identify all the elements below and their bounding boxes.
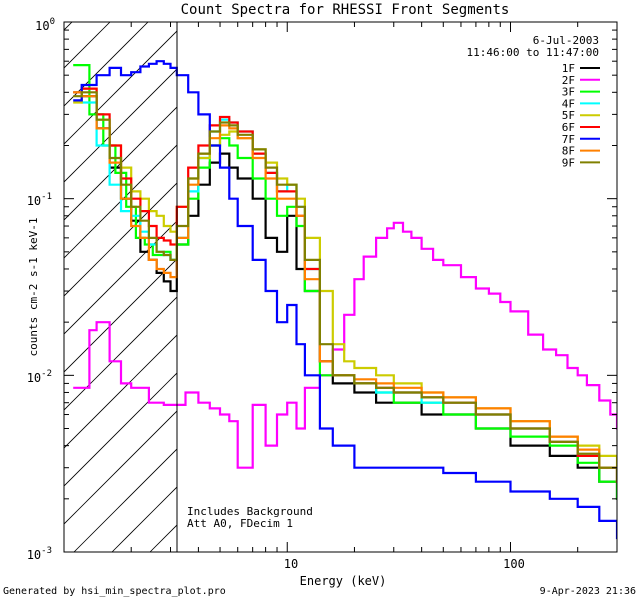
annotation-background: Includes Background <box>187 505 313 518</box>
series-3F-line <box>73 63 617 500</box>
hatch-line <box>64 144 177 259</box>
series-8F-line <box>73 91 617 483</box>
svg-text:10-2: 10-2 <box>27 369 52 385</box>
legend-label-6F: 6F <box>562 121 575 134</box>
svg-text:10-3: 10-3 <box>27 546 52 562</box>
series-7F-line <box>73 60 617 540</box>
footer-generated-by: Generated by hsi_min_spectra_plot.pro <box>3 586 226 597</box>
footer-timestamp: 9-Apr-2023 21:36 <box>540 586 636 597</box>
legend-date: 6-Jul-2003 <box>533 34 599 47</box>
y-tick-label-1: 100 <box>35 17 55 33</box>
hatch-line <box>64 182 177 297</box>
legend-label-9F: 9F <box>562 156 575 169</box>
legend-label-7F: 7F <box>562 133 575 146</box>
series-2F-line <box>73 221 617 469</box>
chart-title: Count Spectra for RHESSI Front Segments <box>181 2 510 18</box>
legend-time-range: 11:46:00 to 11:47:00 <box>467 46 599 59</box>
series-6F-line <box>73 87 617 483</box>
y-tick-label-0.1: 10-1 <box>27 192 52 208</box>
hatch-line <box>64 106 177 221</box>
legend-label-3F: 3F <box>562 86 575 99</box>
hatch-line <box>64 30 177 145</box>
series-4F-line <box>73 91 617 483</box>
legend-label-2F: 2F <box>562 74 575 87</box>
x-tick-label-100: 100 <box>503 557 525 571</box>
legend-label-1F: 1F <box>562 62 575 75</box>
hatch-line <box>64 258 177 373</box>
y-tick-label-0.001: 10-3 <box>27 546 52 562</box>
legend-label-4F: 4F <box>562 97 575 110</box>
series-1F-line <box>81 95 617 500</box>
hatch-line <box>64 220 177 335</box>
hatch-line <box>64 334 177 449</box>
x-tick-label-10: 10 <box>284 557 298 571</box>
y-tick-label-0.01: 10-2 <box>27 369 52 385</box>
series-5F-line <box>73 87 617 469</box>
svg-text:10-1: 10-1 <box>27 192 52 208</box>
annotation-attenuator: Att A0, FDecim 1 <box>187 517 293 530</box>
y-axis-label: counts cm-2 s-1 keV-1 <box>27 217 40 356</box>
legend-label-5F: 5F <box>562 109 575 122</box>
hatch-line <box>64 296 177 411</box>
series-9F-line <box>73 91 617 483</box>
x-axis-label: Energy (keV) <box>300 574 387 588</box>
hatch-line <box>73 448 177 552</box>
hatch-line <box>64 68 177 183</box>
hatch-line <box>64 372 177 487</box>
plot-frame <box>63 21 618 553</box>
y-axis-label-text: counts cm-2 s-1 keV-1 <box>27 217 40 356</box>
svg-text:100: 100 <box>35 17 55 33</box>
hatch-line <box>64 410 177 525</box>
legend-label-8F: 8F <box>562 145 575 158</box>
